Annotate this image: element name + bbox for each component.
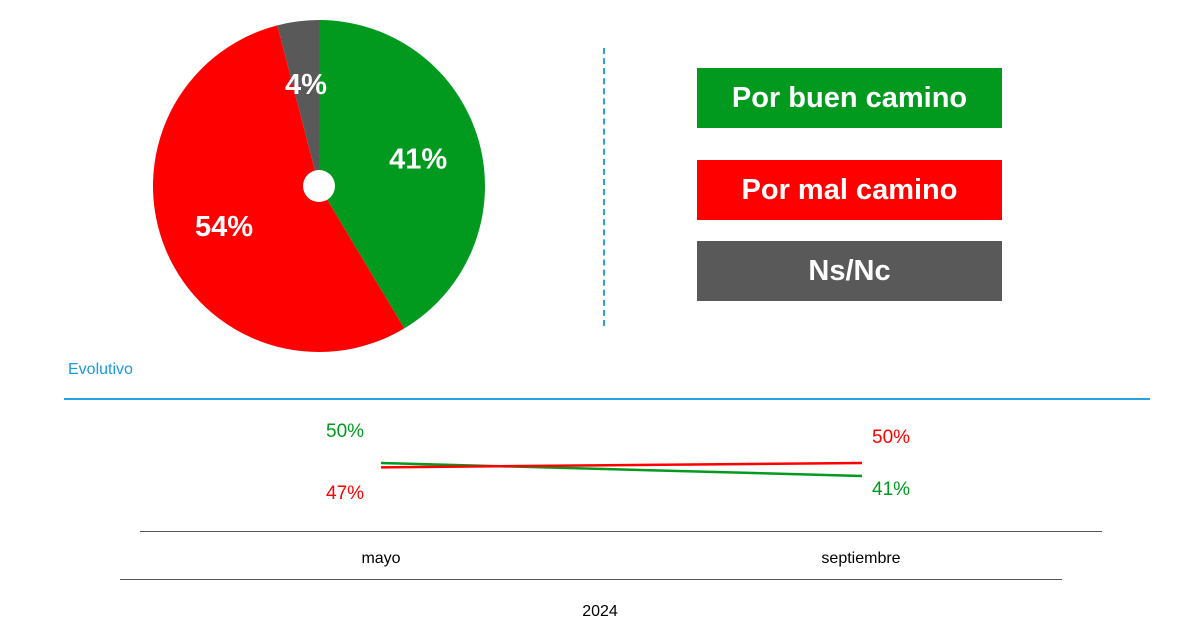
x-tick-mayo: mayo	[361, 550, 401, 567]
dashed-divider	[603, 48, 605, 326]
legend-label: Por buen camino	[731, 81, 968, 114]
label-green-mayo: 50%	[326, 421, 365, 442]
section-rule	[64, 398, 1150, 400]
label-green-septiembre: 41%	[872, 479, 911, 500]
pie-slice-1	[152, 25, 405, 352]
pie-label-2: 4%	[285, 69, 327, 101]
x-axis-line	[140, 531, 1102, 532]
pie-slice-0	[319, 20, 485, 329]
pie-label-0: 41%	[389, 144, 447, 176]
label-red-septiembre: 50%	[872, 427, 911, 448]
legend-label: Ns/Nc	[808, 254, 891, 287]
label-red-mayo: 47%	[326, 483, 365, 504]
legend-por-mal-camino: Por mal camino	[697, 160, 1002, 220]
x-axis-group-line	[120, 579, 1062, 580]
section-title: Evolutivo	[68, 361, 133, 378]
x-group-label: 2024	[582, 603, 618, 620]
pie-center-hole	[303, 170, 335, 202]
pie-label-1: 54%	[195, 211, 253, 243]
pie-slice-2	[277, 20, 319, 186]
legend-ns-nc: Ns/Nc	[697, 241, 1002, 301]
legend-label: Por mal camino	[741, 173, 958, 206]
x-tick-septiembre: septiembre	[821, 550, 901, 567]
legend-por-buen-camino: Por buen camino	[697, 68, 1002, 128]
